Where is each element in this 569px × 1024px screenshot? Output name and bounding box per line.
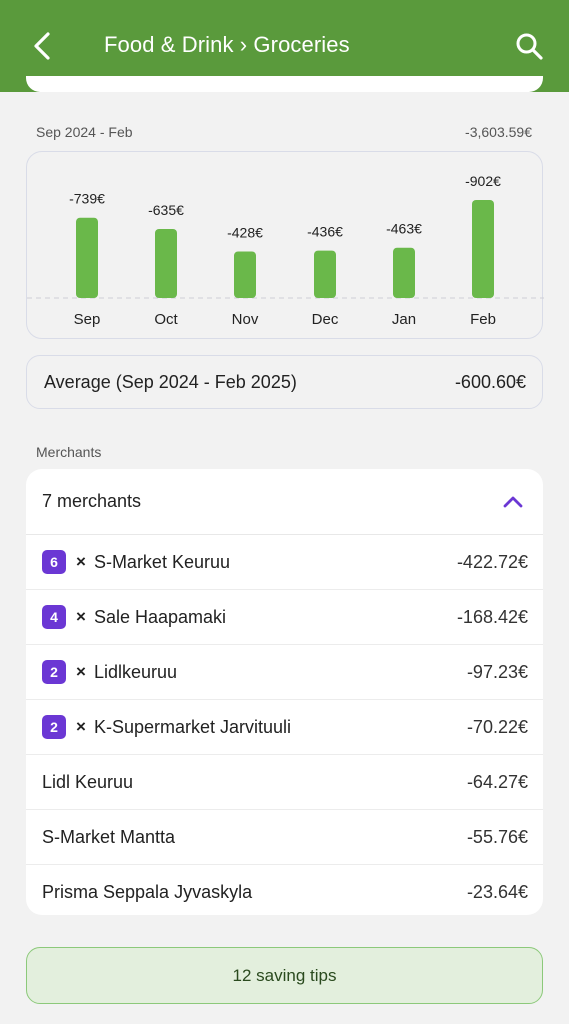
merchant-row[interactable]: 2 × K-Supermarket Jarvituuli -70.22€ xyxy=(26,700,543,755)
search-button[interactable] xyxy=(509,26,549,66)
merchant-row[interactable]: 6 × S-Market Keuruu -422.72€ xyxy=(26,535,543,590)
merchant-name: Lidl Keuruu xyxy=(42,771,134,792)
month-tick-label: Dec xyxy=(312,311,339,328)
merchant-row[interactable]: 4 × Sale Haapamaki -168.42€ xyxy=(26,590,543,645)
merchant-info: 2 × Lidlkeuruu xyxy=(42,660,177,684)
merchant-row[interactable]: Prisma Seppala Jyvaskyla -23.64€ xyxy=(26,865,543,920)
merchant-name: S-Market Mantta xyxy=(42,826,176,847)
month-tick-label: Nov xyxy=(232,311,259,328)
previous-card-edge xyxy=(26,76,543,92)
search-icon xyxy=(516,33,543,60)
merchant-info: S-Market Mantta xyxy=(42,827,175,848)
average-card: Average (Sep 2024 - Feb 2025) -600.60€ xyxy=(26,355,543,409)
merchant-info: 6 × S-Market Keuruu xyxy=(42,550,230,574)
bar-jan[interactable] xyxy=(393,247,415,298)
monthly-chart: -739€ Sep -635€ Oct -428€ Nov -436€ Dec -463€ Jan… xyxy=(26,151,544,339)
bar-value-label: -739€ xyxy=(69,191,105,207)
merchant-row[interactable]: S-Market Mantta -55.76€ xyxy=(26,810,543,865)
merchant-amount: -422.72€ xyxy=(456,551,528,572)
visit-count-badge: 2 xyxy=(42,715,66,739)
merchant-row[interactable]: 2 × Lidlkeuruu -97.23€ xyxy=(26,645,543,700)
bar-dec[interactable] xyxy=(314,250,336,298)
bar-nov[interactable] xyxy=(234,251,256,298)
period-total: -3,603.59€ xyxy=(465,124,532,140)
month-tick-label: Oct xyxy=(154,311,178,328)
period-row: Sep 2024 - Feb -3,603.59€ xyxy=(36,124,532,140)
merchant-name: K-Supermarket Jarvituuli xyxy=(93,716,292,737)
average-value: -600.60€ xyxy=(454,371,526,392)
average-label: Average (Sep 2024 - Feb 2025) xyxy=(44,371,297,392)
bar-value-label: -463€ xyxy=(386,221,422,237)
times-symbol: × xyxy=(76,717,86,736)
visit-count-badge: 4 xyxy=(42,605,66,629)
chevron-left-icon xyxy=(34,32,50,60)
page-title: Food & Drink › Groceries xyxy=(104,32,350,57)
month-tick-label: Sep xyxy=(74,311,101,328)
merchant-amount: -70.22€ xyxy=(466,716,528,737)
bar-value-label: -428€ xyxy=(227,224,263,240)
merchant-info: Lidl Keuruu xyxy=(42,772,133,793)
bar-value-label: -635€ xyxy=(148,202,184,218)
month-tick-label: Feb xyxy=(470,311,496,328)
merchant-amount: -55.76€ xyxy=(466,826,528,847)
visit-count-badge: 2 xyxy=(42,660,66,684)
bar-value-label: -436€ xyxy=(307,224,343,240)
merchant-list: 6 × S-Market Keuruu -422.72€ 4 × Sale Haapamak… xyxy=(26,535,543,920)
merchants-section-label: Merchants xyxy=(36,444,102,460)
merchant-row[interactable]: Lidl Keuruu -64.27€ xyxy=(26,755,543,810)
period-range: Sep 2024 - Feb xyxy=(36,124,133,140)
merchants-count: 7 merchants xyxy=(42,491,142,511)
merchant-name: Lidlkeuruu xyxy=(93,661,177,682)
merchant-amount: -97.23€ xyxy=(466,661,528,682)
bar-value-label: -902€ xyxy=(465,173,501,189)
merchant-amount: -168.42€ xyxy=(456,606,528,627)
merchants-card: 7 merchants 6 × S-Market Keuruu -422.72€ 4 × S… xyxy=(26,469,543,915)
bar-chart: -739€ Sep -635€ Oct -428€ Nov -436€ Dec -463€ Jan… xyxy=(27,173,544,328)
month-tick-label: Jan xyxy=(392,311,416,328)
merchant-info: 2 × K-Supermarket Jarvituuli xyxy=(42,715,291,739)
times-symbol: × xyxy=(76,662,86,681)
bar-oct[interactable] xyxy=(155,229,177,298)
merchant-amount: -64.27€ xyxy=(466,771,528,792)
merchant-name: Sale Haapamaki xyxy=(93,606,227,627)
merchant-name: Prisma Seppala Jyvaskyla xyxy=(42,882,253,902)
times-symbol: × xyxy=(76,552,86,571)
bar-feb[interactable] xyxy=(472,200,494,298)
saving-tips-button[interactable]: 12 saving tips xyxy=(26,947,543,1004)
times-symbol: × xyxy=(76,607,86,626)
merchant-name: S-Market Keuruu xyxy=(93,551,230,572)
chevron-up-icon xyxy=(503,496,523,507)
merchant-info: 4 × Sale Haapamaki xyxy=(42,605,226,629)
visit-count-badge: 6 xyxy=(42,550,66,574)
merchants-toggle[interactable]: 7 merchants xyxy=(26,469,543,535)
merchant-amount: -23.64€ xyxy=(466,882,528,902)
back-button[interactable] xyxy=(22,26,62,66)
bar-sep[interactable] xyxy=(76,217,98,298)
merchant-info: Prisma Seppala Jyvaskyla xyxy=(42,882,252,903)
